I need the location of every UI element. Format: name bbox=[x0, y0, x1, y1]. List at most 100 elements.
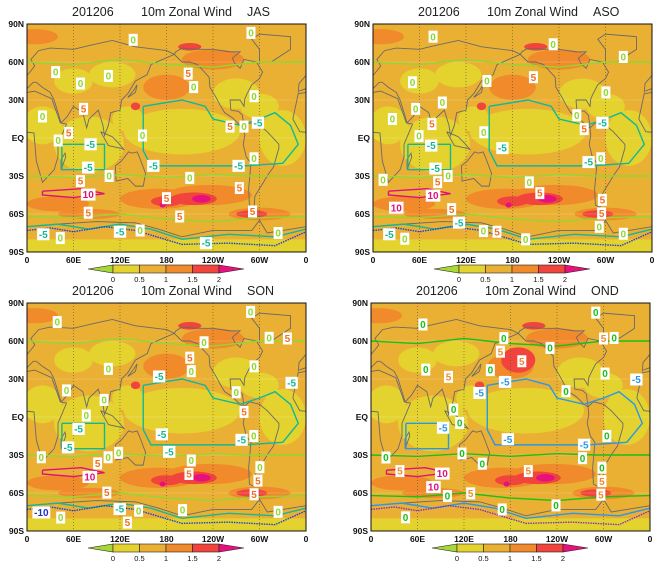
contour-label: 5 bbox=[175, 210, 185, 223]
contour-label-box bbox=[282, 332, 292, 345]
contour-label-text: 0 bbox=[251, 92, 257, 103]
contour-label-box bbox=[524, 176, 534, 189]
contour-label: 0 bbox=[609, 331, 619, 345]
contour-label-box bbox=[79, 102, 89, 115]
contour-label-text: -5 bbox=[598, 118, 607, 129]
contour-label: -5 bbox=[113, 503, 126, 516]
contour-label: 0 bbox=[591, 306, 601, 319]
contour-label-text: 5 bbox=[78, 177, 84, 188]
contour-label-box bbox=[437, 96, 447, 109]
colorbar-tick-label: 0.5 bbox=[478, 554, 488, 563]
contour-label: 0 bbox=[443, 170, 453, 183]
contour-label: 10 bbox=[388, 201, 404, 214]
contour-label-text: 0 bbox=[501, 334, 507, 345]
contour-label: 5 bbox=[248, 205, 258, 218]
contour-line bbox=[373, 174, 652, 178]
lat-tick-label: EQ bbox=[356, 412, 369, 422]
coastline bbox=[460, 151, 493, 187]
contour-label-box bbox=[225, 120, 235, 133]
contour-label: 0 bbox=[497, 503, 507, 516]
contour-label-text: -10 bbox=[34, 508, 49, 519]
coastline bbox=[340, 432, 345, 448]
contour-label: 10 bbox=[80, 188, 96, 201]
contour-label-text: 5 bbox=[435, 178, 441, 189]
contour-label-text: 0 bbox=[481, 128, 487, 139]
contour-label-text: 0 bbox=[251, 362, 257, 373]
contour-label: 5 bbox=[79, 102, 89, 115]
contour-label-text: 0 bbox=[84, 411, 90, 422]
wind-shading bbox=[586, 93, 625, 120]
coastline bbox=[649, 505, 650, 506]
contour-label-box bbox=[602, 430, 612, 442]
lat-tick-label: 30S bbox=[353, 450, 368, 460]
contour-label: 0 bbox=[186, 454, 196, 467]
contour-label-box bbox=[517, 355, 527, 368]
contour-label: -5 bbox=[501, 433, 515, 446]
contour-label-text: 10 bbox=[391, 203, 403, 214]
lon-tick-label: 180 bbox=[159, 534, 173, 544]
coastline bbox=[100, 131, 126, 151]
contour-label-box bbox=[163, 445, 176, 458]
contour-label: 0 bbox=[249, 152, 259, 165]
contour-label-box bbox=[253, 474, 263, 487]
contour-label-text: 0 bbox=[527, 178, 533, 189]
contour-label-text: 5 bbox=[537, 189, 543, 200]
contour-label: 0 bbox=[418, 318, 428, 331]
contour-line bbox=[371, 453, 650, 457]
contour-label-box bbox=[426, 481, 441, 494]
contour-label-text: 5 bbox=[66, 129, 72, 140]
title-variable: 10m Zonal Wind bbox=[141, 5, 232, 19]
colorbar-swatch bbox=[165, 543, 193, 553]
contour-label-text: 0 bbox=[106, 364, 112, 375]
colorbar-swatch bbox=[139, 264, 167, 274]
lat-tick-label: 30S bbox=[9, 171, 24, 181]
contour-label-text: -5 bbox=[165, 447, 174, 458]
lat-tick-label: 90S bbox=[355, 247, 370, 257]
lon-tick-label: 0 bbox=[25, 255, 30, 265]
contour-label: 5 bbox=[75, 175, 85, 188]
colorbar-tick-label: 2 bbox=[561, 554, 565, 563]
colorbar-swatch bbox=[483, 543, 511, 553]
contour-label-text: 0 bbox=[58, 234, 64, 245]
contour-label: 0 bbox=[134, 504, 144, 517]
contour-label-text: 5 bbox=[581, 125, 587, 136]
wind-shading bbox=[603, 389, 650, 445]
contour-label: 5 bbox=[253, 474, 263, 487]
contour-label-text: 10 bbox=[84, 473, 96, 484]
lat-tick-label: 30N bbox=[8, 95, 24, 105]
contour-label-box bbox=[597, 193, 607, 206]
contour-label-text: 0 bbox=[136, 506, 142, 517]
contour-label-text: 0 bbox=[602, 369, 608, 380]
contour-label-text: 5 bbox=[104, 488, 110, 499]
contour-label-text: 5 bbox=[237, 184, 243, 195]
colorbar-tick-label: 2 bbox=[217, 275, 221, 284]
contour-label-box bbox=[255, 461, 265, 474]
contour-label: 0 bbox=[38, 110, 47, 123]
contour-label: 0 bbox=[135, 224, 145, 237]
coastline bbox=[114, 151, 147, 187]
contour-label: 5 bbox=[239, 405, 249, 419]
contour-label-text: 5 bbox=[187, 353, 193, 364]
contour-label: 0 bbox=[597, 461, 607, 474]
field-band-antarctic bbox=[27, 239, 306, 252]
contour-label-text: 5 bbox=[81, 104, 87, 115]
contour-label-text: 0 bbox=[101, 396, 107, 407]
contour-label-text: 0 bbox=[180, 506, 186, 517]
wind-shading bbox=[605, 110, 652, 166]
contour-label-text: 0 bbox=[58, 513, 64, 524]
contour-label-box bbox=[428, 30, 438, 43]
contour-label-box bbox=[273, 227, 283, 239]
contour-label-text: 0 bbox=[266, 333, 272, 344]
contour-label-text: 0 bbox=[251, 432, 257, 443]
contour-label-text: 5 bbox=[599, 209, 605, 220]
lat-tick-label: 30S bbox=[355, 171, 370, 181]
wind-shading bbox=[373, 29, 404, 45]
lat-tick-label: 90S bbox=[9, 526, 24, 536]
lon-tick-label: 120E bbox=[456, 255, 476, 265]
contour-label-text: -5 bbox=[385, 230, 394, 241]
contour-label: 5 bbox=[162, 192, 171, 205]
contour-label-text: -5 bbox=[584, 158, 593, 169]
title-date: 201206 bbox=[72, 284, 114, 298]
